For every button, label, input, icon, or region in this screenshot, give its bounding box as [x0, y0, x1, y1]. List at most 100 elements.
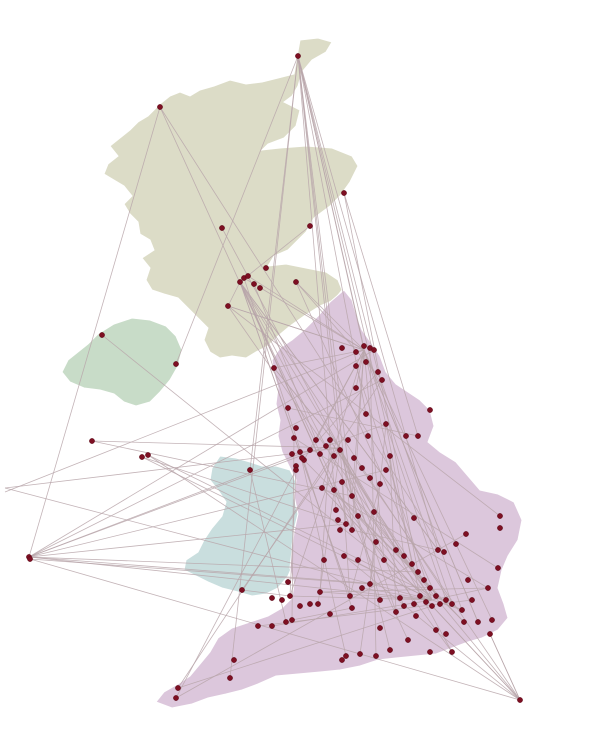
location-point[interactable]	[255, 623, 261, 629]
location-point[interactable]	[293, 279, 299, 285]
location-point[interactable]	[297, 449, 303, 455]
location-point[interactable]	[291, 435, 297, 441]
location-point[interactable]	[453, 541, 459, 547]
location-point[interactable]	[359, 585, 365, 591]
location-point[interactable]	[381, 557, 387, 563]
location-point[interactable]	[383, 467, 389, 473]
location-point[interactable]	[371, 347, 377, 353]
location-point[interactable]	[375, 369, 381, 375]
location-point[interactable]	[379, 377, 385, 383]
location-point[interactable]	[139, 454, 145, 460]
region-scotland[interactable]	[103, 37, 359, 359]
location-point[interactable]	[339, 657, 345, 663]
location-point[interactable]	[321, 557, 327, 563]
location-point[interactable]	[349, 493, 355, 499]
location-point[interactable]	[299, 455, 305, 461]
location-point[interactable]	[409, 561, 415, 567]
region-england[interactable]	[155, 289, 523, 709]
location-point[interactable]	[449, 601, 455, 607]
location-point[interactable]	[459, 607, 465, 613]
location-point[interactable]	[269, 623, 275, 629]
location-point[interactable]	[353, 385, 359, 391]
location-point[interactable]	[363, 411, 369, 417]
location-point[interactable]	[351, 455, 357, 461]
location-point[interactable]	[173, 361, 179, 367]
location-point[interactable]	[373, 653, 379, 659]
location-point[interactable]	[485, 585, 491, 591]
location-point[interactable]	[89, 438, 95, 444]
location-point[interactable]	[307, 601, 313, 607]
location-point[interactable]	[287, 593, 293, 599]
location-point[interactable]	[331, 487, 337, 493]
region-northern-ireland[interactable]	[61, 317, 183, 407]
location-point[interactable]	[317, 589, 323, 595]
location-point[interactable]	[339, 479, 345, 485]
location-point[interactable]	[441, 549, 447, 555]
location-point[interactable]	[415, 569, 421, 575]
location-point[interactable]	[361, 343, 367, 349]
location-point[interactable]	[257, 285, 263, 291]
region-wales[interactable]	[183, 455, 299, 597]
location-point[interactable]	[349, 605, 355, 611]
location-point[interactable]	[279, 597, 285, 603]
location-point[interactable]	[373, 539, 379, 545]
location-point[interactable]	[415, 433, 421, 439]
location-point[interactable]	[517, 697, 523, 703]
location-point[interactable]	[401, 603, 407, 609]
location-point[interactable]	[263, 265, 269, 271]
location-point[interactable]	[313, 437, 319, 443]
location-point[interactable]	[251, 281, 257, 287]
location-point[interactable]	[341, 553, 347, 559]
location-point[interactable]	[377, 597, 383, 603]
location-point[interactable]	[335, 517, 341, 523]
location-point[interactable]	[443, 631, 449, 637]
location-point[interactable]	[339, 345, 345, 351]
location-point[interactable]	[99, 332, 105, 338]
location-point[interactable]	[355, 513, 361, 519]
location-point[interactable]	[271, 365, 277, 371]
location-point[interactable]	[341, 190, 347, 196]
location-point[interactable]	[433, 593, 439, 599]
location-point[interactable]	[417, 593, 423, 599]
location-point[interactable]	[397, 595, 403, 601]
location-point[interactable]	[463, 531, 469, 537]
location-point[interactable]	[337, 447, 343, 453]
location-point[interactable]	[365, 433, 371, 439]
location-point[interactable]	[475, 619, 481, 625]
location-point[interactable]	[349, 527, 355, 533]
location-point[interactable]	[175, 685, 181, 691]
location-point[interactable]	[157, 104, 163, 110]
location-point[interactable]	[319, 485, 325, 491]
location-point[interactable]	[239, 587, 245, 593]
location-point[interactable]	[227, 675, 233, 681]
location-point[interactable]	[495, 565, 501, 571]
location-point[interactable]	[411, 515, 417, 521]
location-point[interactable]	[487, 631, 493, 637]
location-point[interactable]	[337, 527, 343, 533]
location-point[interactable]	[293, 467, 299, 473]
location-point[interactable]	[363, 359, 369, 365]
location-point[interactable]	[413, 613, 419, 619]
location-point[interactable]	[421, 577, 427, 583]
location-point[interactable]	[449, 649, 455, 655]
location-point[interactable]	[219, 225, 225, 231]
location-point[interactable]	[297, 603, 303, 609]
location-point[interactable]	[283, 619, 289, 625]
location-point[interactable]	[371, 509, 377, 515]
location-point[interactable]	[427, 585, 433, 591]
location-point[interactable]	[465, 577, 471, 583]
location-point[interactable]	[345, 437, 351, 443]
location-point[interactable]	[285, 579, 291, 585]
location-point[interactable]	[145, 452, 151, 458]
location-point[interactable]	[357, 651, 363, 657]
location-point[interactable]	[333, 507, 339, 513]
location-point[interactable]	[317, 451, 323, 457]
location-point[interactable]	[343, 521, 349, 527]
location-point[interactable]	[355, 557, 361, 563]
location-point[interactable]	[377, 625, 383, 631]
location-point[interactable]	[359, 465, 365, 471]
location-point[interactable]	[387, 647, 393, 653]
location-point[interactable]	[423, 599, 429, 605]
location-point[interactable]	[489, 617, 495, 623]
location-point[interactable]	[289, 451, 295, 457]
